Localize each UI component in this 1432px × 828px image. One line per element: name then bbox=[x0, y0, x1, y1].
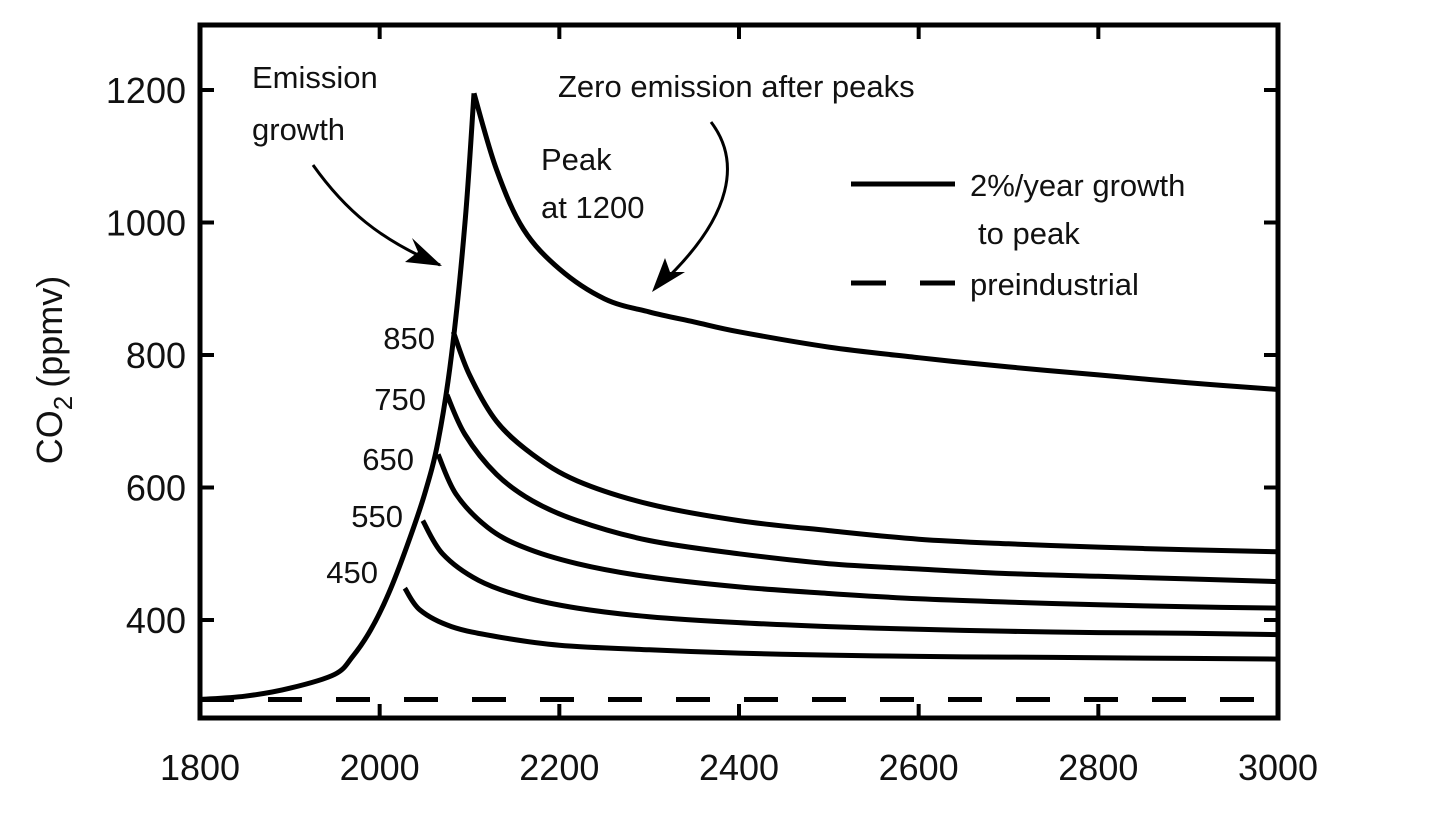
series-line-450 bbox=[402, 586, 1279, 662]
annotation-emission-line1: Emission bbox=[252, 60, 378, 95]
peak-label-450: 450 bbox=[326, 555, 378, 590]
growth-curve-line bbox=[199, 93, 477, 702]
y-tick-label-1200: 1200 bbox=[106, 70, 186, 111]
series-line-750 bbox=[444, 393, 1279, 585]
legend-growth-line2: to peak bbox=[978, 216, 1080, 251]
y-tick-label-400: 400 bbox=[126, 600, 186, 641]
y-tick-label-1000: 1000 bbox=[106, 203, 186, 244]
legend: 2%/year growth to peak preindustrial bbox=[851, 168, 1185, 302]
arrow-zero-emission bbox=[658, 121, 729, 287]
y-tick-label-800: 800 bbox=[126, 335, 186, 376]
x-tick-label-2400: 2400 bbox=[699, 747, 779, 788]
series-layer bbox=[199, 92, 1279, 702]
series-line-850 bbox=[450, 330, 1279, 555]
peak-label-550: 550 bbox=[351, 499, 403, 534]
peak-label-650: 650 bbox=[362, 442, 414, 477]
y-axis-label-text: CO2 (ppmv) bbox=[29, 276, 78, 464]
x-tick-label-2800: 2800 bbox=[1058, 747, 1138, 788]
annotation-zero-emission-text: Zero emission after peaks bbox=[558, 69, 915, 104]
x-tick-label-3000: 3000 bbox=[1238, 747, 1318, 788]
arrowhead-zero-emission-icon bbox=[652, 258, 685, 292]
x-tick-label-2600: 2600 bbox=[879, 747, 959, 788]
arrowhead-emission-growth-icon bbox=[405, 238, 442, 266]
series-line-peak-at-1200 bbox=[471, 92, 1279, 392]
legend-preindustrial: preindustrial bbox=[970, 267, 1139, 302]
ticks-layer: 1800 2000 2200 2400 2600 2800 3000 400 600 800 100… bbox=[106, 25, 1318, 788]
ylabel-sub: 2 bbox=[48, 396, 78, 410]
annotation-peak-line1: Peak bbox=[541, 142, 612, 177]
x-tick-label-2000: 2000 bbox=[340, 747, 420, 788]
annotation-peak-1200: Peak at 1200 bbox=[541, 142, 644, 225]
x-tick-label-2200: 2200 bbox=[519, 747, 599, 788]
y-tick-label-600: 600 bbox=[126, 468, 186, 509]
y-axis-label: CO2 (ppmv) bbox=[29, 276, 78, 464]
x-tick-label-1800: 1800 bbox=[160, 747, 240, 788]
annotation-peak-line2: at 1200 bbox=[541, 190, 644, 225]
annotation-emission-line2: growth bbox=[252, 112, 345, 147]
series-line-550 bbox=[420, 519, 1279, 638]
ylabel-unit: (ppmv) bbox=[29, 276, 70, 388]
annotation-emission-growth: Emission growth bbox=[252, 60, 442, 267]
ylabel-main: CO bbox=[29, 410, 70, 464]
peak-label-750: 750 bbox=[374, 382, 426, 417]
peak-label-850: 850 bbox=[383, 321, 435, 356]
peak-labels: 850 750 650 550 450 bbox=[326, 321, 435, 590]
legend-growth-line1: 2%/year growth bbox=[970, 168, 1185, 203]
series-line-650 bbox=[435, 453, 1279, 611]
plot-frame bbox=[197, 22, 1281, 721]
annotation-zero-emission: Zero emission after peaks bbox=[558, 69, 915, 292]
